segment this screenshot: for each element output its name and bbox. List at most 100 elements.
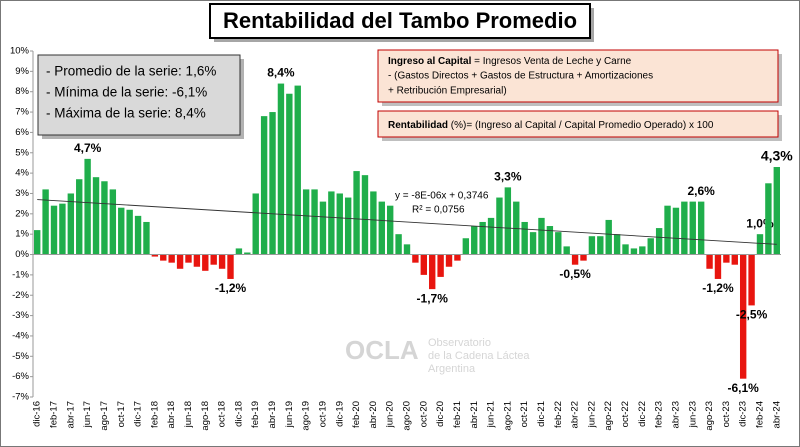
- bar: [445, 254, 453, 267]
- bar: [260, 116, 268, 255]
- x-tick-label: ago-18: [200, 401, 211, 431]
- bar: [403, 244, 411, 255]
- x-tick-label: jun-17: [82, 401, 93, 428]
- x-tick-label: ago-19: [301, 401, 312, 431]
- bar: [429, 254, 436, 290]
- bar: [294, 85, 301, 255]
- x-tick-label: jun-18: [183, 401, 194, 428]
- bar: [361, 175, 369, 255]
- bar: [739, 254, 747, 379]
- data-label: 8,4%: [267, 66, 295, 80]
- bar: [109, 189, 117, 255]
- data-label: -0,5%: [559, 267, 591, 281]
- x-tick-label: jun-22: [586, 401, 597, 428]
- y-tick-label: 10%: [10, 46, 30, 57]
- x-tick-label: jun-19: [284, 401, 295, 428]
- y-tick-label: 8%: [15, 86, 29, 97]
- data-label: -6,1%: [728, 381, 760, 395]
- y-tick-label: 0%: [15, 249, 29, 260]
- bar: [479, 221, 486, 255]
- bar: [521, 221, 528, 255]
- y-tick-label: 9%: [15, 66, 29, 77]
- bar: [92, 177, 100, 255]
- bar: [160, 254, 167, 261]
- x-tick-label: oct-19: [317, 401, 328, 427]
- y-tick-label: 2%: [15, 208, 29, 219]
- y-tick-label: -4%: [12, 330, 29, 341]
- bar: [630, 248, 638, 255]
- bar: [437, 254, 444, 277]
- data-label: 2,6%: [687, 184, 715, 198]
- bar: [311, 189, 318, 255]
- bar: [504, 187, 512, 255]
- bar: [378, 201, 385, 255]
- stats-line: - Promedio de la serie: 1,6%: [46, 64, 216, 79]
- x-tick-label: ago-23: [704, 401, 715, 431]
- formula-line: Ingreso al Capital = Ingresos Venta de L…: [388, 56, 632, 67]
- data-label: 4,7%: [74, 141, 102, 155]
- x-tick-label: oct-22: [620, 401, 631, 427]
- bar: [773, 167, 780, 255]
- bar: [118, 207, 125, 255]
- x-tick-label: abr-24: [771, 401, 782, 428]
- data-label: 4,3%: [761, 148, 793, 164]
- x-tick-label: dic-17: [133, 401, 144, 427]
- bar: [76, 179, 83, 255]
- formula-text: (%)= (Ingreso al Capital / Capital Prome…: [448, 120, 714, 131]
- bar: [454, 254, 461, 261]
- trend-line: [37, 199, 777, 245]
- bar: [84, 158, 91, 255]
- x-tick-label: oct-23: [721, 401, 732, 427]
- bar: [538, 217, 545, 255]
- bar: [143, 221, 150, 255]
- y-tick-label: 6%: [15, 127, 29, 138]
- bar: [655, 228, 663, 255]
- formula-text: = Ingresos Venta de Leche y Carne: [471, 56, 631, 67]
- bar: [210, 254, 217, 265]
- bar: [580, 254, 587, 261]
- x-tick-label: feb-20: [351, 401, 362, 428]
- y-tick-label: 4%: [15, 168, 29, 179]
- plot: -7% -6% -5% -4% -3% -2% -1% 0% 1% 2% 3% 4% 5% 6% 7% 8% 9…: [10, 46, 793, 431]
- x-tick-label: dic-18: [233, 401, 244, 427]
- bar: [218, 254, 226, 269]
- bar: [50, 205, 58, 255]
- bar: [588, 236, 596, 255]
- y-tick-label: -2%: [12, 290, 29, 301]
- bar: [34, 230, 41, 255]
- bar: [395, 234, 402, 255]
- x-tick-label: abr-19: [267, 401, 278, 428]
- bar: [487, 217, 495, 255]
- x-tick-label: abr-21: [469, 401, 480, 428]
- y-tick-label: -3%: [12, 310, 29, 321]
- bar: [134, 215, 142, 255]
- bar: [622, 244, 629, 255]
- x-tick-label: jun-23: [687, 401, 698, 428]
- x-tick-label: abr-17: [65, 401, 76, 428]
- bar: [731, 254, 738, 265]
- bar: [571, 254, 579, 265]
- bar: [168, 254, 175, 263]
- formula-box: [377, 49, 779, 103]
- data-label: -1,7%: [417, 291, 449, 305]
- bar: [42, 189, 49, 255]
- x-tick-label: ago-20: [402, 401, 413, 431]
- y-tick-label: -7%: [12, 392, 29, 403]
- y-tick-label: -6%: [12, 371, 29, 382]
- bar: [101, 181, 108, 255]
- bar: [723, 254, 730, 263]
- bar: [765, 183, 772, 255]
- stats-line: - Máxima de la serie: 8,4%: [46, 106, 206, 121]
- y-tick-label: 5%: [15, 147, 29, 158]
- bar: [513, 201, 520, 255]
- x-tick-label: abr-23: [670, 401, 681, 428]
- x-tick-label: feb-19: [250, 401, 261, 428]
- watermark-logo: OCLA: [345, 335, 419, 365]
- x-tick-label: abr-18: [166, 401, 177, 428]
- trend-equation: y = -8E-06x + 0,3746: [395, 191, 489, 202]
- bar: [613, 234, 621, 255]
- x-tick-label: ago-17: [99, 401, 110, 431]
- bar: [328, 191, 335, 255]
- bar: [412, 254, 419, 263]
